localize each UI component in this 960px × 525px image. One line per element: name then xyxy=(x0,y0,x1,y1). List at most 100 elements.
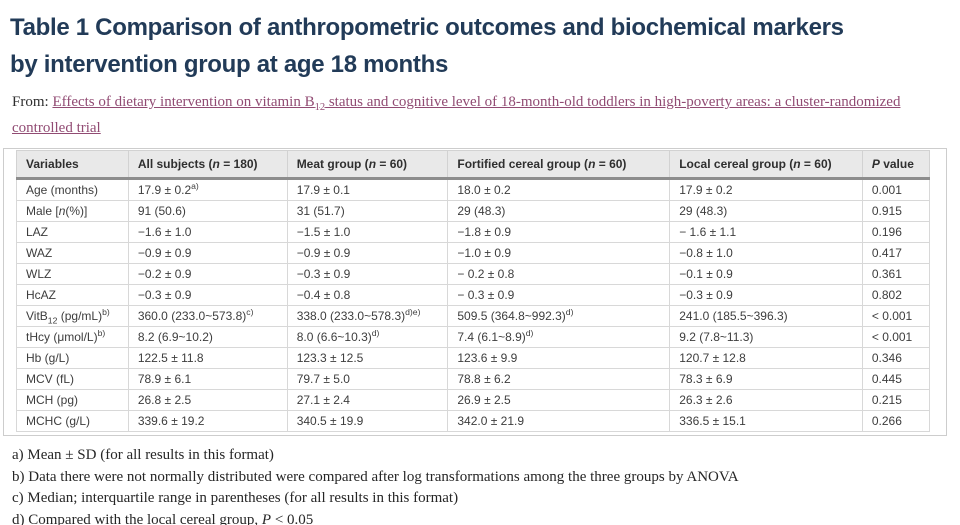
footnote: b) Data there were not normally distribu… xyxy=(12,468,739,485)
variable-cell: MCV (fL) xyxy=(16,368,129,390)
value-cell: −0.1 ± 0.9 xyxy=(669,263,863,285)
value-cell: 336.5 ± 15.1 xyxy=(669,410,863,432)
value-cell: − 0.3 ± 0.9 xyxy=(447,284,671,306)
from-label: From: xyxy=(12,94,53,110)
from-line: From: Effects of dietary intervention on… xyxy=(12,92,945,139)
article-link[interactable]: Effects of dietary intervention on vitam… xyxy=(12,94,901,136)
table-row: HcAZ −0.3 ± 0.9 −0.4 ± 0.8− 0.3 ± 0.9 −0.3 … xyxy=(16,284,931,306)
table-container: Variables All subjects (n = 180) Meat gr… xyxy=(3,148,947,436)
p-value-cell: 0.361 xyxy=(861,263,931,285)
value-cell: 8.2 (6.9~10.2) xyxy=(127,326,288,348)
value-cell: 91 (50.6) xyxy=(127,200,288,222)
p-value-cell: 0.445 xyxy=(861,368,931,390)
footnote: a) Mean ± SD (for all results in this fo… xyxy=(12,447,274,463)
value-cell: 123.6 ± 9.9 xyxy=(447,347,671,369)
column-header-fortified-cereal-group: Fortified cereal group (n = 60) xyxy=(447,150,671,180)
value-cell: 27.1 ± 2.4 xyxy=(286,389,449,411)
p-value-cell: 0.215 xyxy=(861,389,931,411)
value-cell: 339.6 ± 19.2 xyxy=(127,410,288,432)
page-title: Table 1 Comparison of anthropometric out… xyxy=(10,9,950,83)
value-cell: −1.6 ± 1.0 xyxy=(127,221,288,243)
variable-cell: Age (months) xyxy=(16,178,129,201)
p-value-cell: 0.915 xyxy=(861,200,931,222)
column-header-all-subjects: All subjects (n = 180) xyxy=(127,150,288,180)
value-cell: 241.0 (185.5~396.3) xyxy=(669,305,863,327)
p-value-cell: 0.266 xyxy=(861,410,931,432)
p-value-cell: < 0.001 xyxy=(861,305,931,327)
value-cell: − 0.2 ± 0.8 xyxy=(447,263,671,285)
value-cell: 340.5 ± 19.9 xyxy=(286,410,449,432)
value-cell: −0.8 ± 1.0 xyxy=(669,242,863,264)
table-row: WLZ −0.2 ± 0.9 −0.3 ± 0.9− 0.2 ± 0.8 −0.1 ±… xyxy=(16,263,931,285)
footnote: c) Median; interquartile range in parent… xyxy=(12,490,459,506)
p-value-cell: < 0.001 xyxy=(861,326,931,348)
value-cell: 26.8 ± 2.5 xyxy=(127,389,288,411)
variable-cell: HcAZ xyxy=(16,284,129,306)
value-cell: 26.9 ± 2.5 xyxy=(447,389,671,411)
value-cell: 78.3 ± 6.9 xyxy=(669,368,863,390)
value-cell: 78.9 ± 6.1 xyxy=(127,368,288,390)
table-row: Male [n(%)] 91 (50.6) 31 (51.7) 29 (48.3) 29… xyxy=(16,200,931,222)
value-cell: 29 (48.3) xyxy=(447,200,671,222)
value-cell: −0.3 ± 0.9 xyxy=(286,263,449,285)
value-cell: 509.5 (364.8~992.3)d) xyxy=(447,305,671,327)
footnote: d) Compared with the local cereal group,… xyxy=(12,511,314,525)
value-cell: 342.0 ± 21.9 xyxy=(447,410,671,432)
table-row: LAZ −1.6 ± 1.0 −1.5 ± 1.0 −1.8 ± 0.9− 1.6 ±… xyxy=(16,221,931,243)
table-header-row: Variables All subjects (n = 180) Meat gr… xyxy=(16,150,931,180)
value-cell: 8.0 (6.6~10.3)d) xyxy=(286,326,449,348)
value-cell: 31 (51.7) xyxy=(286,200,449,222)
footnotes: a) Mean ± SD (for all results in this fo… xyxy=(12,445,945,525)
variable-cell: WAZ xyxy=(16,242,129,264)
value-cell: 26.3 ± 2.6 xyxy=(669,389,863,411)
value-cell: −0.4 ± 0.8 xyxy=(286,284,449,306)
table-row: tHcy (μmol/L)b) 8.2 (6.9~10.2) 8.0 (6.6~10… xyxy=(16,326,931,348)
value-cell: −0.3 ± 0.9 xyxy=(127,284,288,306)
table-row: MCHC (g/L) 339.6 ± 19.2 340.5 ± 19.9 342.0 … xyxy=(16,410,931,432)
value-cell: −0.2 ± 0.9 xyxy=(127,263,288,285)
value-cell: −1.5 ± 1.0 xyxy=(286,221,449,243)
value-cell: 17.9 ± 0.1 xyxy=(286,178,449,201)
column-header-variables: Variables xyxy=(16,150,129,180)
value-cell: −0.9 ± 0.9 xyxy=(286,242,449,264)
value-cell: 29 (48.3) xyxy=(669,200,863,222)
value-cell: 17.9 ± 0.2a) xyxy=(127,178,288,201)
table-row: WAZ −0.9 ± 0.9 −0.9 ± 0.9 −1.0 ± 0.9 −0.8 ± … xyxy=(16,242,931,264)
p-value-cell: 0.802 xyxy=(861,284,931,306)
value-cell: 122.5 ± 11.8 xyxy=(127,347,288,369)
value-cell: 79.7 ± 5.0 xyxy=(286,368,449,390)
column-header-p-value: P value xyxy=(861,150,931,180)
variable-cell: MCH (pg) xyxy=(16,389,129,411)
p-value-cell: 0.417 xyxy=(861,242,931,264)
value-cell: 18.0 ± 0.2 xyxy=(447,178,671,201)
value-cell: 78.8 ± 6.2 xyxy=(447,368,671,390)
variable-cell: VitB12 (pg/mL)b) xyxy=(16,305,129,327)
variable-cell: tHcy (μmol/L)b) xyxy=(16,326,129,348)
value-cell: −1.8 ± 0.9 xyxy=(447,221,671,243)
value-cell: −0.3 ± 0.9 xyxy=(669,284,863,306)
value-cell: 338.0 (233.0~578.3)d)e) xyxy=(286,305,449,327)
column-header-meat-group: Meat group (n = 60) xyxy=(286,150,449,180)
table-row: VitB12 (pg/mL)b) 360.0 (233.0~573.8)c) 338… xyxy=(16,305,931,327)
p-value-cell: 0.196 xyxy=(861,221,931,243)
page-title-line-1: Table 1 Comparison of anthropometric out… xyxy=(10,14,844,41)
table-row: MCH (pg) 26.8 ± 2.5 27.1 ± 2.4 26.9 ± 2.5 26… xyxy=(16,389,931,411)
variable-cell: Hb (g/L) xyxy=(16,347,129,369)
value-cell: − 1.6 ± 1.1 xyxy=(669,221,863,243)
p-value-cell: 0.346 xyxy=(861,347,931,369)
value-cell: 9.2 (7.8~11.3) xyxy=(669,326,863,348)
column-header-local-cereal-group: Local cereal group (n = 60) xyxy=(669,150,863,180)
variable-cell: WLZ xyxy=(16,263,129,285)
value-cell: 123.3 ± 12.5 xyxy=(286,347,449,369)
table-row: Hb (g/L) 122.5 ± 11.8 123.3 ± 12.5 123.6 ± … xyxy=(16,347,931,369)
value-cell: −1.0 ± 0.9 xyxy=(447,242,671,264)
page-title-line-2: by intervention group at age 18 months xyxy=(10,51,448,78)
table-row: MCV (fL) 78.9 ± 6.1 79.7 ± 5.0 78.8 ± 6.2 78… xyxy=(16,368,931,390)
value-cell: 17.9 ± 0.2 xyxy=(669,178,863,201)
value-cell: 360.0 (233.0~573.8)c) xyxy=(127,305,288,327)
value-cell: 7.4 (6.1~8.9)d) xyxy=(447,326,671,348)
variable-cell: LAZ xyxy=(16,221,129,243)
value-cell: −0.9 ± 0.9 xyxy=(127,242,288,264)
value-cell: 120.7 ± 12.8 xyxy=(669,347,863,369)
table-body: Age (months) 17.9 ± 0.2a) 17.9 ± 0.1 18.0 ±… xyxy=(16,178,931,432)
